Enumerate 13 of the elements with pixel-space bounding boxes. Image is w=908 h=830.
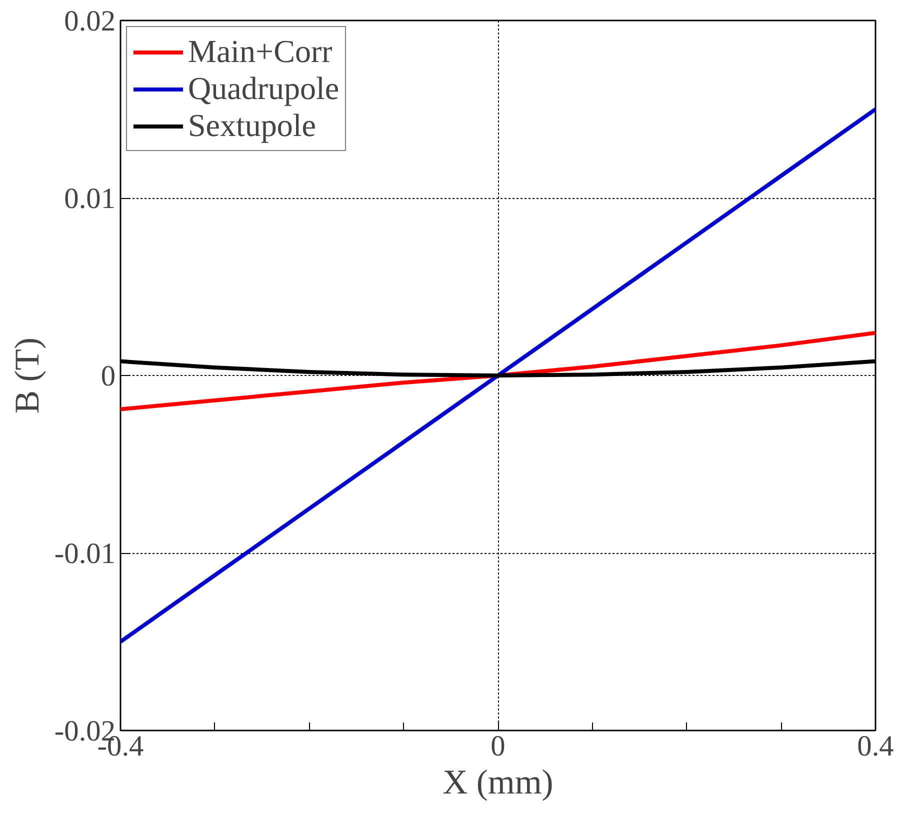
line-series (120, 330, 876, 412)
y-tick-label: 0.02 (64, 6, 116, 38)
x-tick-label: 0.4 (857, 730, 894, 762)
y-axis-title: B (T) (8, 337, 46, 414)
x-axis-title: X (mm) (442, 764, 554, 802)
legend-label: Sextupole (188, 107, 316, 144)
y-tick-label: 0.01 (64, 183, 116, 215)
y-tick-label: 0 (100, 360, 116, 392)
x-tick-label: 0 (490, 730, 506, 762)
line-series (120, 107, 876, 644)
y-tick-label: -0.01 (54, 538, 116, 570)
legend-label: Main+Corr (188, 33, 332, 70)
legend-label: Quadrupole (188, 70, 340, 107)
